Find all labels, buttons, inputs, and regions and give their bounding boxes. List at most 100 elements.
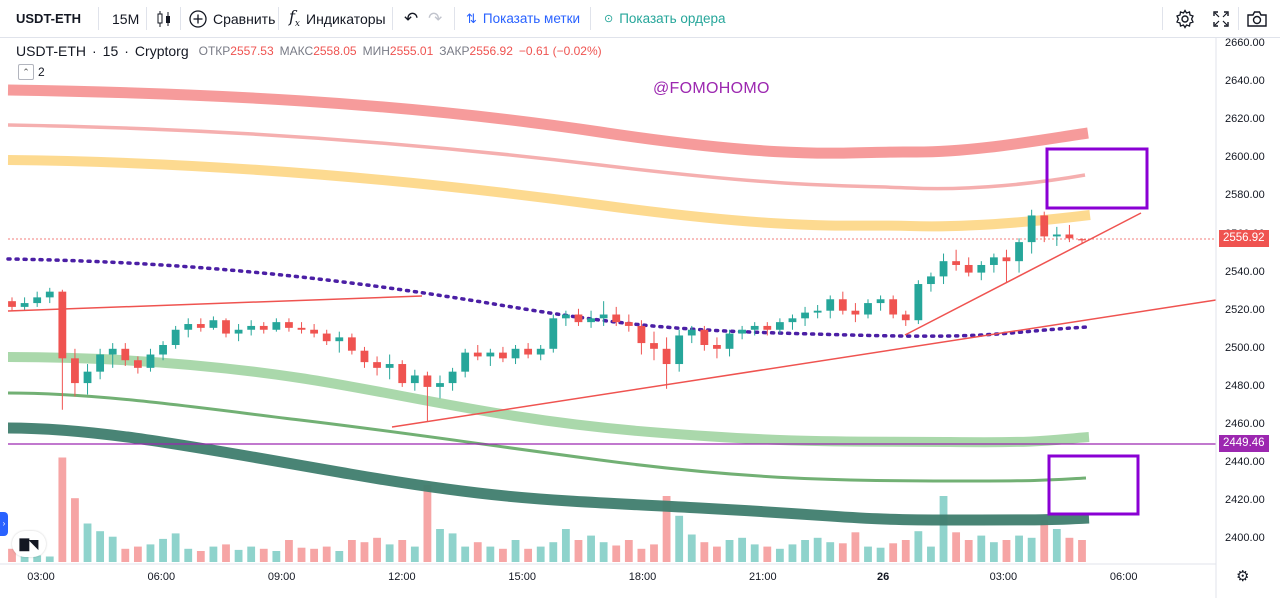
redo-button[interactable]: ↷ <box>428 0 442 37</box>
compare-button[interactable]: Сравнить <box>189 0 275 37</box>
tradingview-logo[interactable]: ▇◥ <box>12 531 46 557</box>
show-orders-button[interactable]: ⊙ Показать ордера <box>604 0 725 37</box>
settings-button[interactable] <box>1175 0 1195 37</box>
screenshot-button[interactable] <box>1246 0 1268 37</box>
candle-body <box>662 348 671 365</box>
candle-body <box>473 352 482 357</box>
candle-body <box>587 318 595 323</box>
target-box-lower[interactable] <box>1047 454 1140 516</box>
volume-bar <box>461 546 470 562</box>
candle-body <box>310 329 319 334</box>
price-tick: 2540.00 <box>1225 265 1265 278</box>
candle-body <box>561 314 570 319</box>
volume-bar <box>927 546 935 562</box>
candle-body <box>687 329 696 336</box>
volume-bar <box>1040 520 1049 562</box>
candle-body <box>952 261 961 265</box>
time-tick: 03:00 <box>27 571 55 583</box>
legend-interval: 15 <box>102 43 119 59</box>
candle-body <box>108 348 117 355</box>
candle-body <box>171 329 180 345</box>
chevron-right-icon: › <box>2 519 6 528</box>
candle-body <box>801 312 809 319</box>
camera-icon <box>1247 10 1267 27</box>
candle-body <box>297 327 306 330</box>
candle-body <box>234 329 243 334</box>
plus-circle-icon <box>189 9 207 28</box>
symbol-search-button[interactable]: USDT-ETH <box>16 0 81 37</box>
fullscreen-button[interactable] <box>1212 0 1230 37</box>
candle-body <box>486 352 495 357</box>
ma-dotted-purple <box>6 257 1090 338</box>
volume-bar <box>964 540 973 562</box>
candle-body <box>1078 239 1086 241</box>
candle-body <box>259 325 268 330</box>
candle-body <box>750 325 759 330</box>
candle-body <box>511 348 520 359</box>
chart-canvas[interactable] <box>0 38 1280 598</box>
axis-settings-button[interactable]: ⚙ <box>1236 567 1249 585</box>
volume-bar <box>108 536 117 562</box>
volume-bar <box>813 537 822 562</box>
time-tick: 26 <box>876 571 890 583</box>
toolbar-divider <box>180 7 181 30</box>
candle-body <box>612 314 621 323</box>
candle-body <box>184 324 193 330</box>
volume-bar <box>763 546 772 562</box>
candle-body <box>675 335 684 365</box>
volume-bar <box>499 548 507 562</box>
time-tick: 03:00 <box>989 571 1018 583</box>
candle-body <box>196 324 205 328</box>
candle-body <box>20 303 29 307</box>
sidebar-expand-handle[interactable]: › <box>0 512 8 536</box>
price-tick: 2500.00 <box>1225 341 1265 354</box>
candle-body <box>133 360 142 368</box>
volume-bar <box>838 543 847 562</box>
function-icon: fx <box>289 7 300 30</box>
volume-bar <box>1065 537 1074 562</box>
legend-open-value: 2557.53 <box>230 44 274 58</box>
volume-bar <box>335 551 344 562</box>
show-marks-button[interactable]: ⇅ Показать метки <box>466 0 580 37</box>
trendline-left[interactable] <box>7 295 423 312</box>
sort-arrows-icon: ⇅ <box>466 10 477 26</box>
price-tick: 2660.00 <box>1225 37 1265 49</box>
volume-bar <box>423 485 432 562</box>
candle-body <box>650 343 658 349</box>
target-box-upper[interactable] <box>1045 147 1149 210</box>
volume-bar <box>146 544 155 562</box>
interval-button[interactable]: 15M <box>112 0 139 37</box>
ma-dark-green <box>7 422 1090 526</box>
fullscreen-icon <box>1213 10 1229 27</box>
candle-body <box>209 320 218 328</box>
volume-bars <box>8 457 1086 562</box>
toolbar-divider <box>392 7 393 30</box>
indicators-collapse-toggle[interactable]: ⌃ 2 <box>18 64 45 80</box>
legend-symbol[interactable]: USDT-ETH <box>16 43 86 59</box>
volume-bar <box>222 544 230 562</box>
gear-icon <box>1176 8 1194 29</box>
trendline-steep[interactable] <box>904 212 1142 336</box>
volume-bar <box>675 515 684 562</box>
candle-body <box>159 344 167 355</box>
toolbar-divider <box>98 7 99 30</box>
volume-bar <box>775 548 784 562</box>
candles-icon <box>157 10 170 27</box>
indicators-button[interactable]: fx Индикаторы <box>289 0 386 37</box>
chart-style-button[interactable] <box>156 0 172 37</box>
volume-bar <box>624 540 633 562</box>
trendline-lower[interactable] <box>391 299 1217 428</box>
candle-body <box>83 371 92 384</box>
volume-bar <box>171 533 180 562</box>
legend-close-label: ЗАКР <box>439 44 470 58</box>
toolbar-divider <box>1238 7 1239 30</box>
candle-body <box>536 348 545 355</box>
volume-bar <box>121 548 130 562</box>
target-icon: ⊙ <box>604 13 614 25</box>
legend-change: −0.61 (−0.02%) <box>518 44 602 58</box>
undo-button[interactable]: ↶ <box>404 0 418 37</box>
ma-light-green <box>7 352 1090 448</box>
candle-body <box>272 322 281 330</box>
collapsed-count: 2 <box>38 65 45 79</box>
volume-bar <box>952 532 961 562</box>
